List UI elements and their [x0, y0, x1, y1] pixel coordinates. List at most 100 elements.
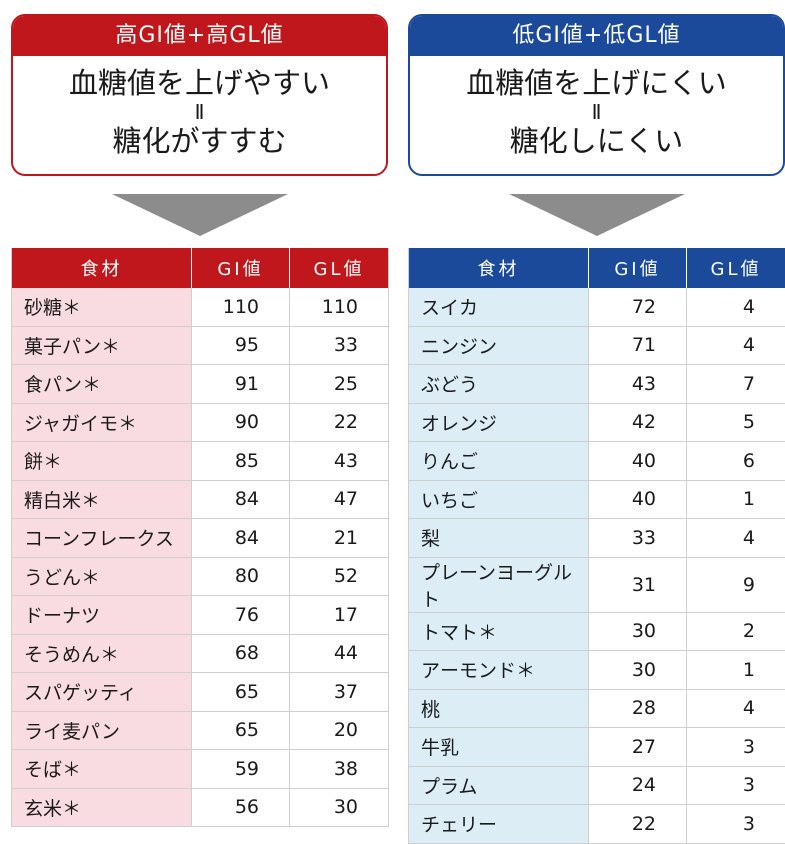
food-name-cell: 梨	[409, 519, 589, 558]
gi-value-cell: 110	[192, 288, 290, 326]
low-gi-line2: 糖化しにくい	[410, 124, 783, 158]
food-name-cell: 玄米＊	[12, 788, 192, 827]
gl-value-cell: 20	[290, 711, 389, 750]
gl-value-cell: 4	[687, 519, 785, 558]
gi-value-cell: 31	[589, 557, 687, 612]
gl-value-cell: 4	[687, 689, 785, 728]
low-gi-description: 血糖値を上げにくい Ⅱ 糖化しにくい	[410, 56, 783, 158]
gl-value-cell: 5	[687, 403, 785, 442]
food-name-cell: ニンジン	[409, 326, 589, 365]
food-name-cell: 餅＊	[12, 442, 192, 481]
low-gi-panel: 低GI値+低GL値 血糖値を上げにくい Ⅱ 糖化しにくい 食材 GI値 GL値 …	[408, 14, 785, 844]
column-header-gl: GL値	[687, 248, 785, 288]
gl-value-cell: 7	[687, 365, 785, 404]
gi-value-cell: 65	[192, 673, 290, 712]
gi-value-cell: 22	[589, 805, 687, 844]
table-header-row: 食材 GI値 GL値	[409, 248, 785, 288]
gi-value-cell: 27	[589, 728, 687, 767]
gi-value-cell: 40	[589, 442, 687, 481]
food-name-cell: いちご	[409, 480, 589, 519]
column-header-gi: GI値	[589, 248, 687, 288]
down-arrow-icon	[509, 194, 685, 236]
column-header-gi: GI値	[192, 248, 290, 288]
high-gi-line2: 糖化がすすむ	[13, 124, 386, 158]
gl-value-cell: 33	[290, 326, 389, 365]
gl-value-cell: 44	[290, 634, 389, 673]
food-name-cell: プレーンヨーグルト	[409, 557, 589, 612]
gi-value-cell: 24	[589, 766, 687, 805]
food-name-cell: オレンジ	[409, 403, 589, 442]
low-gi-summary-box: 低GI値+低GL値 血糖値を上げにくい Ⅱ 糖化しにくい	[408, 14, 785, 176]
column-header-food: 食材	[12, 248, 192, 288]
gi-value-cell: 90	[192, 403, 290, 442]
high-gi-summary-box: 高GI値+高GL値 血糖値を上げやすい Ⅱ 糖化がすすむ	[11, 14, 388, 176]
food-name-cell: ジャガイモ＊	[12, 403, 192, 442]
gi-value-cell: 30	[589, 612, 687, 651]
gi-value-cell: 28	[589, 689, 687, 728]
gi-value-cell: 72	[589, 288, 687, 326]
gl-value-cell: 4	[687, 288, 785, 326]
food-name-cell: そば＊	[12, 750, 192, 789]
table-header-row: 食材 GI値 GL値	[12, 248, 389, 288]
food-name-cell: りんご	[409, 442, 589, 481]
gi-value-cell: 43	[589, 365, 687, 404]
low-gi-line1: 血糖値を上げにくい	[410, 66, 783, 100]
high-gi-header: 高GI値+高GL値	[13, 16, 386, 56]
gl-value-cell: 9	[687, 557, 785, 612]
food-name-cell: そうめん＊	[12, 634, 192, 673]
gi-value-cell: 56	[192, 788, 290, 827]
gi-value-cell: 84	[192, 519, 290, 558]
gi-value-cell: 68	[192, 634, 290, 673]
gl-value-cell: 4	[687, 326, 785, 365]
gl-value-cell: 3	[687, 766, 785, 805]
high-gi-panel: 高GI値+高GL値 血糖値を上げやすい Ⅱ 糖化がすすむ 食材 GI値 GL値 …	[11, 14, 388, 827]
gl-value-cell: 52	[290, 557, 389, 596]
high-gi-line1: 血糖値を上げやすい	[13, 66, 386, 100]
column-header-food: 食材	[409, 248, 589, 288]
gl-value-cell: 1	[687, 651, 785, 690]
food-name-cell: プラム	[409, 766, 589, 805]
food-name-cell: 砂糖＊	[12, 288, 192, 326]
gl-value-cell: 17	[290, 596, 389, 635]
high-gi-separator: Ⅱ	[13, 100, 386, 124]
food-name-cell: ドーナツ	[12, 596, 192, 635]
gi-value-cell: 91	[192, 365, 290, 404]
high-gi-description: 血糖値を上げやすい Ⅱ 糖化がすすむ	[13, 56, 386, 158]
gl-value-cell: 30	[290, 788, 389, 827]
gl-value-cell: 3	[687, 805, 785, 844]
food-name-cell: スパゲッティ	[12, 673, 192, 712]
food-name-cell: トマト＊	[409, 612, 589, 651]
food-name-cell: アーモンド＊	[409, 651, 589, 690]
gl-value-cell: 1	[687, 480, 785, 519]
gi-value-cell: 30	[589, 651, 687, 690]
food-name-cell: チェリー	[409, 805, 589, 844]
gl-value-cell: 43	[290, 442, 389, 481]
gi-value-cell: 95	[192, 326, 290, 365]
gi-value-cell: 59	[192, 750, 290, 789]
gi-value-cell: 42	[589, 403, 687, 442]
food-name-cell: 牛乳	[409, 728, 589, 767]
